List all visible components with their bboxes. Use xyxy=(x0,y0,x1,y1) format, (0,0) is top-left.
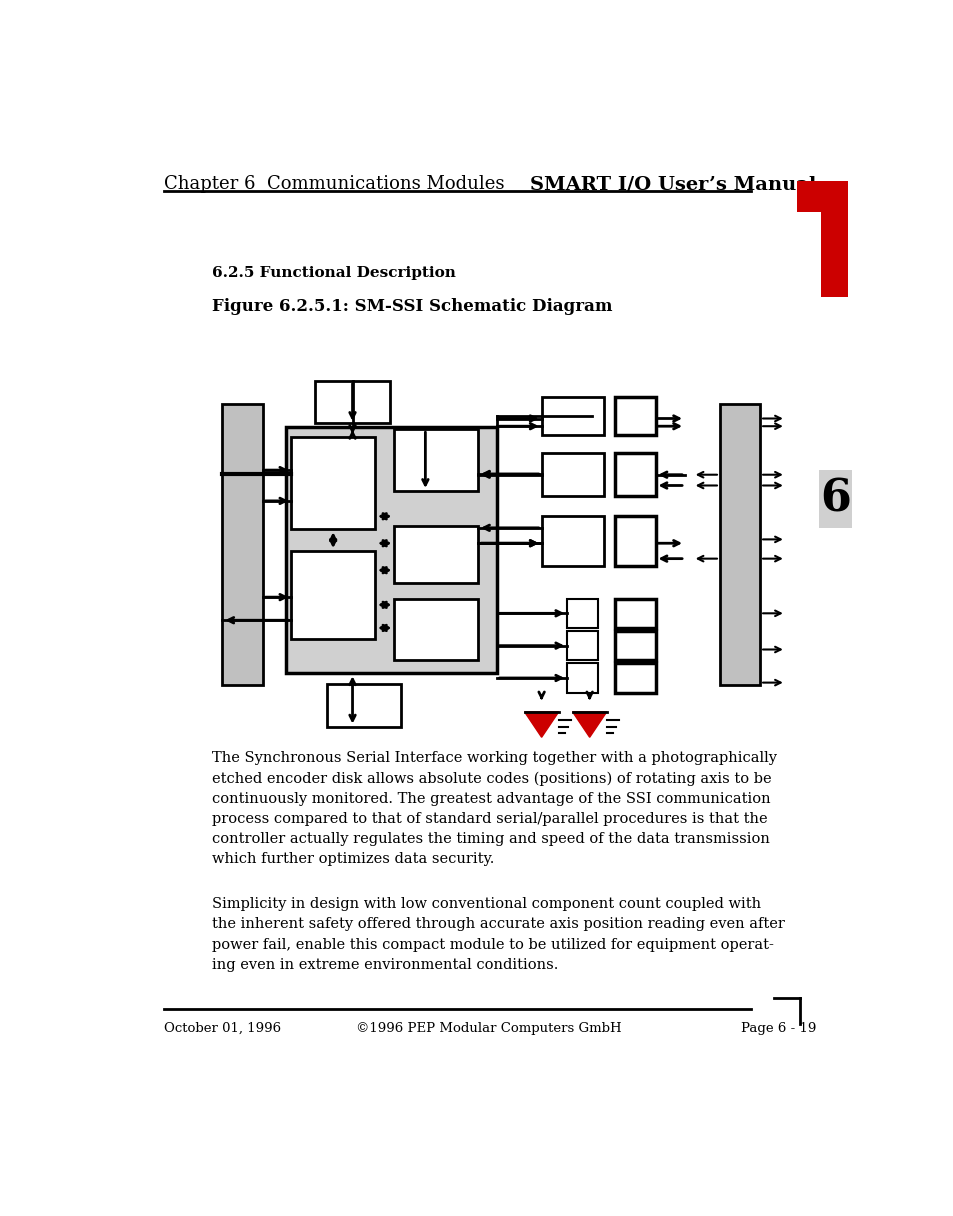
Bar xyxy=(567,598,598,627)
Bar xyxy=(567,664,598,693)
Text: Figure 6.2.5.1: SM-SSI Schematic Diagram: Figure 6.2.5.1: SM-SSI Schematic Diagram xyxy=(212,298,612,315)
Text: Page 6 - 19: Page 6 - 19 xyxy=(740,1023,816,1035)
Bar xyxy=(615,454,655,495)
Bar xyxy=(394,598,477,660)
Text: 6.2.5 Functional Description: 6.2.5 Functional Description xyxy=(212,266,456,280)
Bar xyxy=(720,404,760,685)
Text: SMART I/O User’s Manual: SMART I/O User’s Manual xyxy=(530,175,816,193)
Bar xyxy=(286,427,497,674)
Bar xyxy=(567,631,598,660)
Bar xyxy=(615,517,655,567)
Bar xyxy=(222,404,262,685)
Polygon shape xyxy=(572,711,606,737)
Bar xyxy=(327,685,401,726)
Polygon shape xyxy=(524,711,558,737)
Text: Chapter 6  Communications Modules: Chapter 6 Communications Modules xyxy=(164,175,504,193)
Bar xyxy=(315,381,390,423)
Bar xyxy=(819,471,851,528)
Bar xyxy=(541,454,603,495)
Bar xyxy=(615,396,655,435)
Bar xyxy=(615,664,655,693)
Text: 6: 6 xyxy=(819,478,850,520)
Bar xyxy=(394,429,477,491)
Bar xyxy=(291,551,375,640)
Bar xyxy=(797,181,847,212)
Text: Simplicity in design with low conventional component count coupled with
the inhe: Simplicity in design with low convention… xyxy=(212,897,784,972)
Bar xyxy=(541,517,603,567)
Bar xyxy=(541,396,603,435)
Bar xyxy=(820,181,847,297)
Text: The Synchronous Serial Interface working together with a photographically
etched: The Synchronous Serial Interface working… xyxy=(212,751,777,866)
Bar xyxy=(615,598,655,627)
Bar xyxy=(394,525,477,584)
Bar xyxy=(291,437,375,529)
Text: ©1996 PEP Modular Computers GmbH: ©1996 PEP Modular Computers GmbH xyxy=(355,1023,621,1035)
Text: October 01, 1996: October 01, 1996 xyxy=(164,1023,281,1035)
Bar xyxy=(615,631,655,660)
